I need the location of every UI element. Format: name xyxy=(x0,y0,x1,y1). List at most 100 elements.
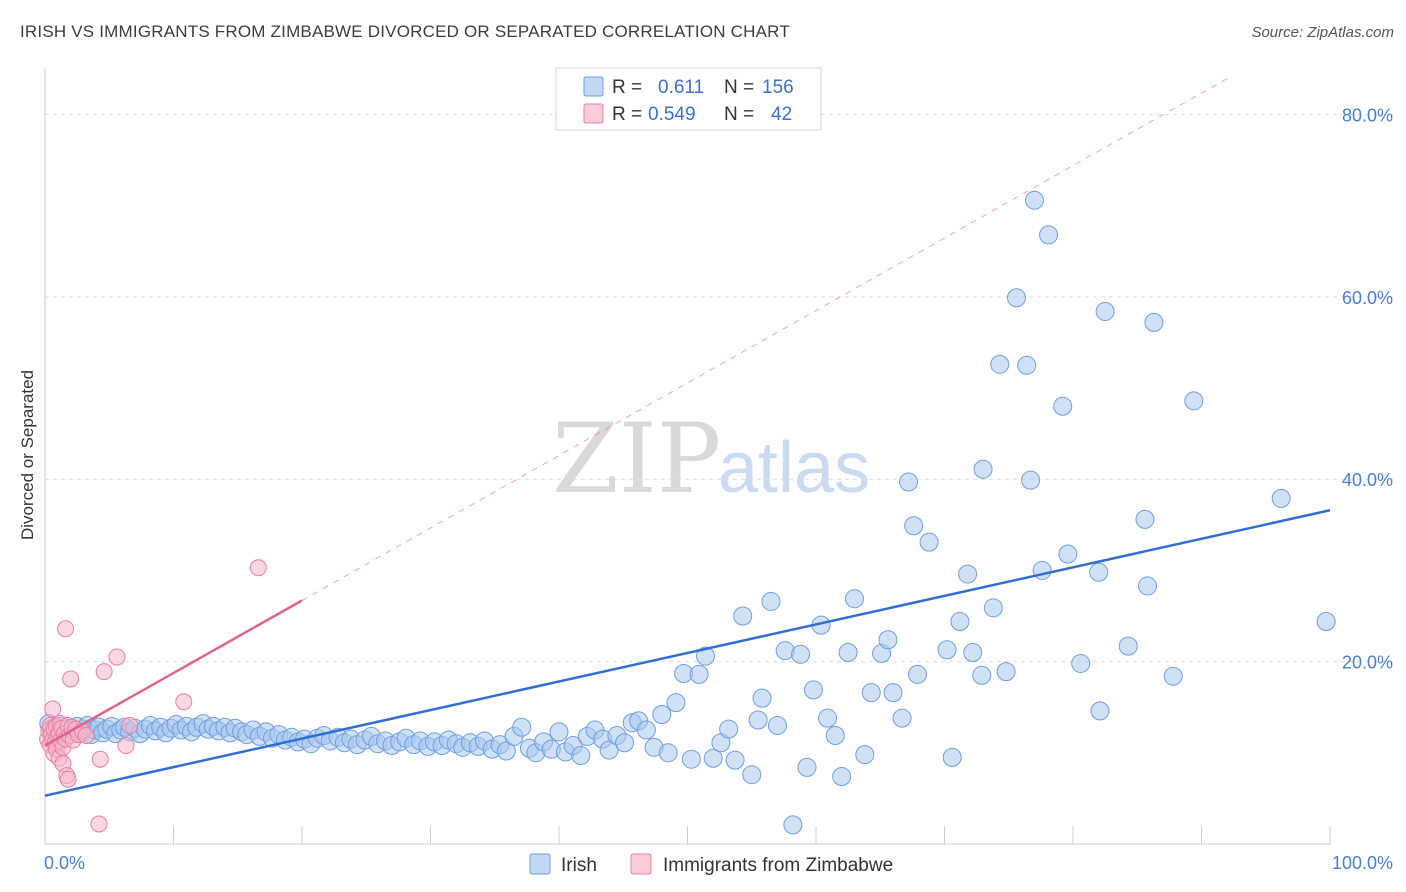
irish-point xyxy=(742,765,762,785)
irish-point xyxy=(658,743,678,763)
irish-point xyxy=(703,748,723,768)
irish-point xyxy=(1138,576,1158,596)
irish-point xyxy=(1089,562,1109,582)
irish-point xyxy=(636,720,656,740)
legend-swatch-irish xyxy=(583,76,604,97)
irish-point xyxy=(1118,636,1138,656)
irish-point xyxy=(689,664,709,684)
zimbabwe-point xyxy=(249,559,267,577)
y-axis-label: Divorced or Separated xyxy=(18,370,37,540)
bottom-legend-label-zimbabwe: Immigrants from Zimbabwe xyxy=(663,855,893,876)
y-tick-label: 60.0% xyxy=(1342,288,1393,308)
irish-point xyxy=(950,611,970,631)
irish-point xyxy=(725,750,745,770)
zimbabwe-point xyxy=(62,670,80,688)
zimbabwe-point xyxy=(90,815,108,833)
irish-point xyxy=(748,710,768,730)
irish-point xyxy=(1058,544,1078,564)
irish-point xyxy=(937,640,957,660)
irish-trend-extension xyxy=(301,77,1229,601)
irish-point xyxy=(942,747,962,767)
zimbabwe-point xyxy=(77,726,95,744)
legend-r-label-1: R = xyxy=(612,77,642,98)
irish-point xyxy=(899,472,919,492)
irish-point xyxy=(496,741,516,761)
irish-point xyxy=(695,646,715,666)
trend-lines xyxy=(44,509,1331,797)
zimbabwe-point xyxy=(121,716,139,734)
legend-n-label-1: N = xyxy=(724,77,754,98)
irish-point xyxy=(512,717,532,737)
zimbabwe-point xyxy=(117,737,135,755)
legend-n-value-1: 156 xyxy=(762,77,794,98)
irish-point xyxy=(549,722,569,742)
correlation-legend: R = 0.611 N = 156 R = 0.549 N = 42 xyxy=(555,67,822,131)
irish-point xyxy=(958,564,978,584)
zimbabwe-point xyxy=(57,620,75,638)
irish-point xyxy=(1184,391,1204,411)
irish-point xyxy=(1071,653,1091,673)
irish-points xyxy=(39,190,1336,835)
irish-point xyxy=(1006,288,1026,308)
source-label: Source: ZipAtlas.com xyxy=(1251,24,1394,41)
irish-point xyxy=(892,708,912,728)
irish-point xyxy=(733,606,753,626)
irish-point xyxy=(1090,701,1110,721)
zimbabwe-point xyxy=(44,700,62,718)
irish-point xyxy=(825,725,845,745)
irish-point xyxy=(571,746,591,766)
grid-lines xyxy=(45,113,1394,663)
x-tick-label: 0.0% xyxy=(44,853,85,873)
irish-point xyxy=(1024,190,1044,210)
y-tick-label: 80.0% xyxy=(1342,105,1393,125)
irish-point xyxy=(845,589,865,609)
irish-point xyxy=(832,767,852,787)
irish-point xyxy=(599,740,619,760)
irish-point xyxy=(904,516,924,536)
bottom-legend-label-irish: Irish xyxy=(561,855,597,876)
irish-point xyxy=(996,662,1016,682)
watermark-zip: ZIP xyxy=(552,403,721,515)
irish-point xyxy=(983,598,1003,618)
irish-point xyxy=(1021,470,1041,490)
y-tick-label: 20.0% xyxy=(1342,653,1393,673)
irish-point xyxy=(972,665,992,685)
irish-point xyxy=(767,715,787,735)
irish-point xyxy=(883,683,903,703)
irish-point xyxy=(878,630,898,650)
irish-point xyxy=(681,749,701,769)
irish-point xyxy=(1316,611,1336,631)
irish-point xyxy=(752,688,772,708)
zimbabwe-point xyxy=(59,770,77,788)
legend-n-value-2: 42 xyxy=(771,104,792,125)
zimbabwe-points xyxy=(39,559,267,833)
bottom-legend-swatch-irish xyxy=(529,853,551,875)
irish-point xyxy=(719,719,739,739)
zimbabwe-point xyxy=(175,693,193,711)
irish-point xyxy=(973,459,993,479)
irish-point xyxy=(1017,355,1037,375)
irish-point xyxy=(861,683,881,703)
irish-point xyxy=(1039,225,1059,245)
irish-point xyxy=(615,733,635,753)
legend-n-label-2: N = xyxy=(724,104,754,125)
irish-point xyxy=(1095,301,1115,321)
irish-point xyxy=(652,705,672,725)
irish-point xyxy=(838,643,858,662)
irish-point xyxy=(818,708,838,728)
zimbabwe-trend-extension xyxy=(301,77,1229,601)
chart-title: IRISH VS IMMIGRANTS FROM ZIMBABWE DIVORC… xyxy=(20,22,790,41)
irish-point xyxy=(791,644,811,664)
y-tick-label: 40.0% xyxy=(1342,470,1393,490)
legend-r-value-1: 0.611 xyxy=(658,77,704,98)
zimbabwe-point xyxy=(108,648,126,666)
watermark-atlas: atlas xyxy=(718,428,870,508)
irish-point xyxy=(919,532,939,552)
bottom-legend-swatch-zimbabwe xyxy=(630,853,652,875)
zimbabwe-trend-line xyxy=(44,599,303,747)
axes: 20.0% 40.0% 60.0% 80.0% 0.0% 100.0% xyxy=(44,68,1393,873)
zimbabwe-point xyxy=(91,750,109,768)
legend-r-value-2: 0.549 xyxy=(648,104,696,125)
irish-point xyxy=(963,643,983,662)
